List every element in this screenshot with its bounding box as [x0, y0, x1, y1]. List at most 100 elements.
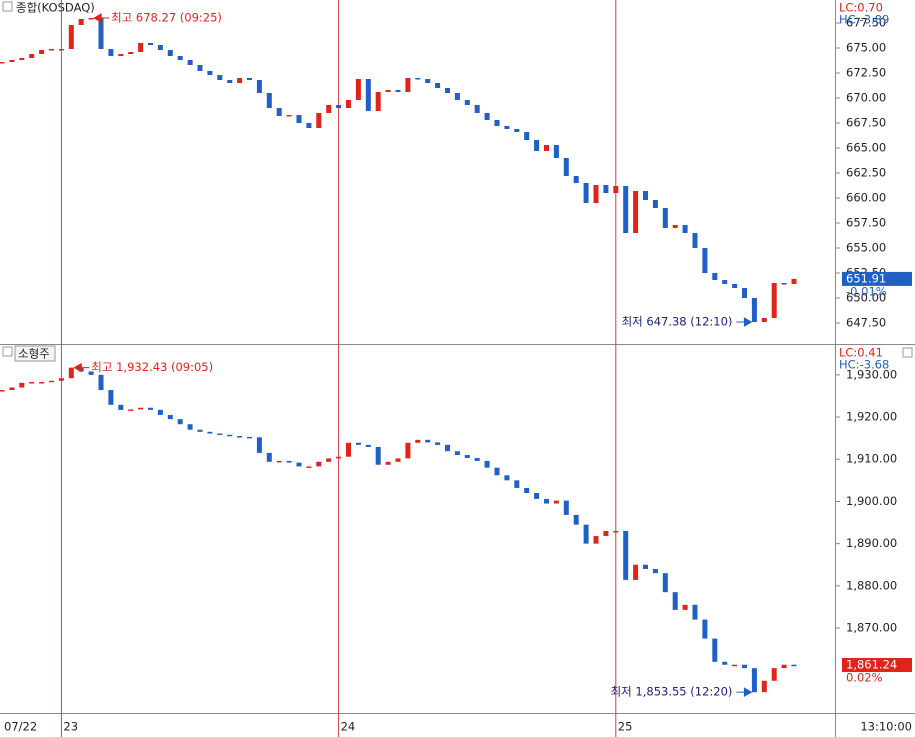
candle — [771, 668, 777, 681]
candle — [217, 75, 223, 80]
lc-label: LC:0.70 — [839, 1, 883, 15]
candle — [484, 460, 490, 468]
candle — [247, 78, 252, 80]
candle — [29, 54, 35, 58]
candle — [623, 530, 629, 580]
candle — [316, 113, 322, 128]
candle — [445, 444, 450, 452]
panel-title: 소형주 — [18, 347, 50, 361]
y-tick-label: 1,870.00 — [846, 621, 897, 635]
y-tick-label: 1,930.00 — [846, 367, 897, 381]
candle — [148, 407, 153, 410]
candle — [682, 604, 688, 610]
candle — [167, 50, 173, 56]
candle — [88, 371, 94, 375]
panel-icon — [2, 1, 13, 12]
candle — [712, 273, 718, 280]
candle — [9, 387, 15, 391]
candle — [49, 49, 54, 51]
candle — [494, 120, 500, 126]
y-tick-label: 1,890.00 — [846, 536, 897, 550]
candle — [276, 108, 282, 116]
candle — [633, 191, 639, 233]
candle — [544, 145, 549, 151]
candle — [0, 62, 5, 64]
candle — [207, 431, 213, 434]
candle — [0, 390, 5, 392]
candle — [662, 573, 668, 593]
candle — [445, 88, 450, 93]
candle — [593, 185, 599, 203]
candle — [474, 457, 480, 461]
candle — [128, 409, 134, 411]
candle — [623, 186, 629, 233]
candle — [474, 105, 480, 113]
y-tick-label: 670.00 — [846, 91, 886, 105]
min-arrow — [736, 317, 753, 327]
y-tick-label: 1,880.00 — [846, 578, 897, 592]
y-tick-label: 1,920.00 — [846, 410, 897, 424]
hc-label: HC:-3.68 — [839, 358, 889, 372]
candle — [732, 284, 738, 288]
candle — [29, 382, 35, 384]
candle — [227, 80, 233, 83]
candle — [286, 115, 292, 117]
candle — [49, 380, 54, 383]
candle — [791, 664, 797, 667]
candle — [742, 288, 747, 298]
y-tick-label: 677.50 — [846, 16, 886, 30]
candle — [217, 433, 223, 436]
candle — [643, 191, 648, 200]
candle — [722, 280, 728, 284]
min-note: 최저 1,853.55 (12:20) — [611, 685, 733, 699]
candle — [395, 90, 401, 92]
candle — [88, 18, 94, 20]
candle — [692, 604, 698, 620]
candle — [336, 456, 342, 459]
candle — [326, 105, 332, 113]
candle — [138, 43, 144, 52]
candle — [514, 480, 520, 488]
candle — [237, 436, 243, 438]
max-note: 최고 1,932.43 (09:05) — [91, 360, 213, 374]
candle — [128, 52, 134, 54]
max-arrow — [73, 362, 90, 373]
min-note: 최저 647.38 (12:10) — [622, 315, 733, 329]
candle — [177, 56, 183, 60]
candle — [346, 442, 351, 457]
candle — [682, 225, 688, 233]
candle — [385, 90, 391, 92]
candle — [19, 382, 25, 388]
candle — [662, 208, 668, 228]
panel-control[interactable] — [902, 347, 913, 358]
candle — [722, 661, 728, 665]
candle — [425, 79, 431, 83]
candle — [534, 140, 540, 151]
candle — [702, 619, 708, 639]
lc-label: LC:0.41 — [839, 346, 883, 360]
candle — [771, 283, 777, 318]
candle — [286, 460, 292, 463]
candle — [148, 43, 153, 45]
panel-icon — [2, 346, 13, 357]
candle — [39, 50, 45, 54]
candle — [68, 25, 74, 49]
candle — [603, 185, 609, 193]
y-tick-label: 650.00 — [846, 291, 886, 305]
candle — [395, 458, 401, 462]
y-tick-label: 672.50 — [846, 66, 886, 80]
candle — [464, 100, 470, 105]
y-tick-label: 1,900.00 — [846, 494, 897, 508]
candle — [375, 447, 381, 465]
panel-title-box — [14, 345, 56, 362]
x-tick-label: 25 — [618, 720, 633, 734]
candle — [118, 54, 124, 56]
x-tick-label: 23 — [63, 720, 78, 734]
candle — [732, 664, 738, 667]
time-label: 13:10:00 — [860, 720, 912, 734]
candle — [336, 105, 342, 108]
last-price: 1,861.24 — [846, 657, 897, 671]
candle — [593, 536, 599, 544]
